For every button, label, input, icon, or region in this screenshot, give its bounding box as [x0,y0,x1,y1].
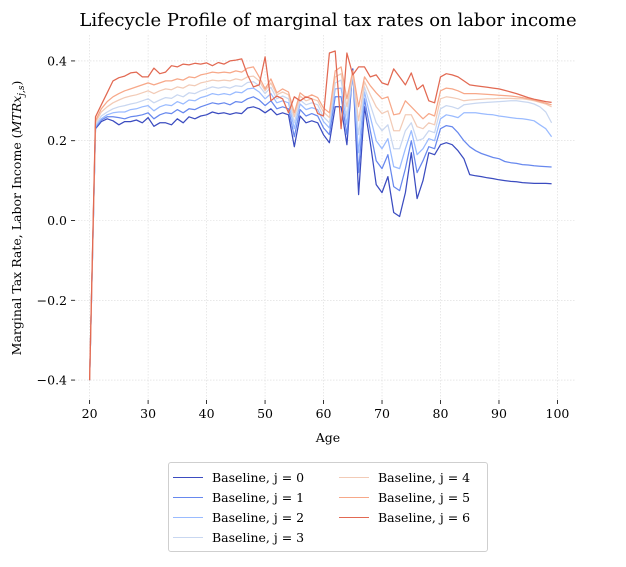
chart-title: Lifecycle Profile of marginal tax rates … [79,10,576,31]
y-axis-label-main: Marginal Tax Rate, Labor Income ( [9,133,24,355]
legend-label-j4: Baseline, j = 4 [378,469,471,485]
series-line-j1 [88,70,552,381]
y-tick-label: 0.0 [47,213,67,228]
legend-item-j0: Baseline, j = 0 [169,467,304,487]
legend-column-left: Baseline, j = 0 Baseline, j = 1 Baseline… [169,467,304,547]
legend-item-j5: Baseline, j = 5 [335,487,470,507]
x-axis-label: Age [315,430,340,445]
tick-layer: 20 30 40 50 60 70 80 90 100 −0.4 −0.2 0.0 0.2 0.4 [37,53,570,421]
y-axis-label-math: MTRx [9,96,24,135]
legend-label-j0: Baseline, j = 0 [212,469,305,485]
y-tick-label: 0.4 [47,53,67,68]
legend-label-j1: Baseline, j = 1 [212,489,305,505]
x-tick-label: 100 [546,406,570,421]
series-line-j3 [88,72,553,381]
series-line-j4 [88,72,552,381]
y-tick-label: 0.2 [47,133,67,148]
legend-item-j2: Baseline, j = 2 [169,507,304,527]
y-axis-label: Marginal Tax Rate, Labor Income (MTRxj,s… [9,81,27,356]
legend-item-j1: Baseline, j = 1 [169,487,304,507]
legend-label-j6: Baseline, j = 6 [378,509,471,525]
y-axis-label-close: ) [9,81,24,86]
legend-swatch-j5 [339,496,369,498]
legend-label-j2: Baseline, j = 2 [212,509,305,525]
legend: Baseline, j = 0 Baseline, j = 1 Baseline… [168,462,488,552]
x-tick-label: 90 [491,406,507,421]
x-tick-label: 40 [199,406,215,421]
legend-label-j3: Baseline, j = 3 [212,529,305,545]
legend-item-j4: Baseline, j = 4 [335,467,470,487]
y-tick-label: −0.2 [37,293,67,308]
x-tick-label: 70 [374,406,390,421]
legend-swatch-j3 [173,536,203,538]
legend-label-j5: Baseline, j = 5 [378,489,471,505]
legend-column-right: Baseline, j = 4 Baseline, j = 5 Baseline… [335,467,470,527]
x-tick-label: 80 [433,406,449,421]
x-tick-label: 30 [140,406,156,421]
legend-swatch-j2 [173,516,203,518]
legend-swatch-j6 [339,516,369,518]
y-tick-label: −0.4 [37,373,67,388]
x-tick-label: 20 [82,406,98,421]
series-line-j6 [88,50,552,381]
x-tick-label: 50 [257,406,273,421]
series-line-j0 [88,68,552,381]
series-line-j2 [88,71,553,381]
x-tick-label: 60 [316,406,332,421]
legend-item-j6: Baseline, j = 6 [335,507,470,527]
legend-item-j3: Baseline, j = 3 [169,527,304,547]
series-layer [88,50,553,381]
legend-swatch-j4 [339,476,369,478]
legend-swatch-j0 [173,476,203,478]
y-axis-label-sub: j,s [17,85,27,98]
legend-swatch-j1 [173,496,203,498]
grid-layer [75,35,575,400]
series-line-j5 [88,66,552,381]
